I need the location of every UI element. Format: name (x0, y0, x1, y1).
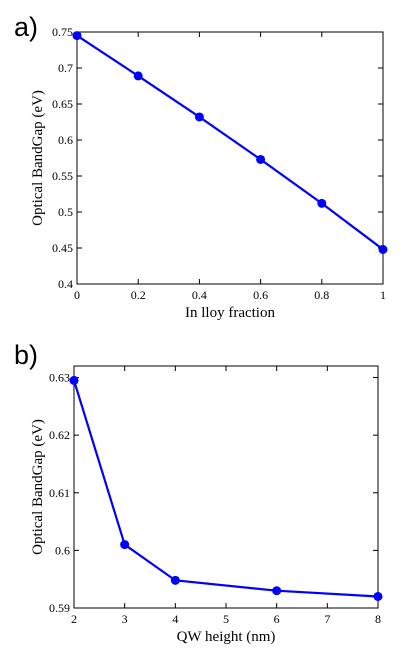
x-tick-label: 7 (324, 612, 330, 626)
data-point (256, 154, 266, 164)
y-tick-label: 0.7 (58, 61, 73, 75)
x-axis-title: QW height (nm) (177, 629, 276, 645)
y-tick-label: 0.59 (49, 601, 70, 615)
data-point (317, 198, 327, 208)
x-tick-label: 0.4 (192, 288, 207, 302)
x-axis-title: In lloy fraction (185, 305, 275, 321)
y-axis-title: Optical BandGap (eV) (30, 419, 46, 555)
data-point (72, 31, 82, 41)
y-tick-label: 0.61 (49, 486, 70, 500)
y-tick-label: 0.6 (58, 133, 73, 147)
x-tick-label: 4 (172, 612, 178, 626)
chart-1: 2 3 4 5 6 7 8 0.59 0.6 0.61 0.62 0.63 QW height (nm)… (30, 365, 383, 645)
data-point (373, 591, 383, 601)
x-tick-label: 5 (223, 612, 229, 626)
y-tick-label: 0.75 (52, 25, 73, 39)
x-tick-label: 0 (74, 288, 80, 302)
x-tick-label: 8 (375, 612, 381, 626)
x-tick-label: 0.2 (131, 288, 146, 302)
plot-frame (73, 365, 379, 609)
x-tick-label: 6 (274, 612, 280, 626)
x-tick-label: 2 (71, 612, 77, 626)
y-tick-label: 0.65 (52, 97, 73, 111)
x-tick-label: 0.6 (253, 288, 268, 302)
y-tick-label: 0.5 (58, 205, 73, 219)
panel-label-b: b) (14, 340, 39, 370)
series-line (76, 34, 384, 251)
y-tick-label: 0.45 (52, 241, 73, 255)
panel-label-a: a) (14, 12, 39, 42)
x-tick-label: 0.8 (314, 288, 329, 302)
y-axis-title: Optical BandGap (eV) (30, 90, 46, 226)
y-tick-label: 0.6 (55, 543, 70, 557)
data-point (378, 244, 388, 254)
data-point (69, 375, 79, 385)
y-tick-label: 0.55 (52, 169, 73, 183)
data-point (272, 586, 282, 596)
data-point (120, 540, 130, 550)
y-tick-label: 0.4 (58, 277, 73, 291)
chart-0: 0 0.2 0.4 0.6 0.8 1 0.4 0.45 0.5 0.55 0.6 0.65 0.7 0.… (30, 25, 388, 321)
y-tick-label: 0.62 (49, 428, 70, 442)
x-tick-label: 3 (122, 612, 128, 626)
data-point (170, 575, 180, 585)
data-point (194, 112, 204, 122)
data-point (133, 71, 143, 81)
series-line (72, 380, 379, 598)
x-tick-label: 1 (380, 288, 386, 302)
y-tick-label: 0.63 (49, 371, 70, 385)
plot-frame (76, 31, 384, 285)
